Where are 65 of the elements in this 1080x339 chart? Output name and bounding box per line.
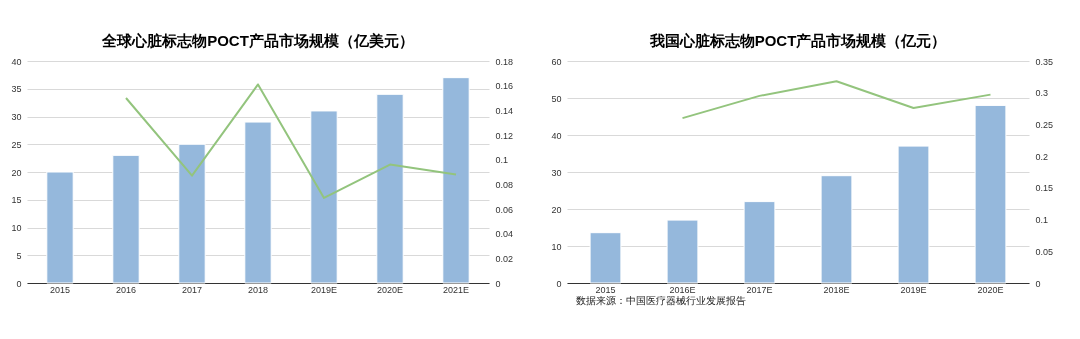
bar	[178, 143, 206, 284]
x-tick-label: 2017	[181, 284, 203, 295]
y2-tick-label: 0.04	[495, 229, 514, 240]
source-note: 数据来源：中国医疗器械行业发展报告	[575, 294, 747, 308]
bar	[743, 201, 776, 284]
y-tick-label: 15	[11, 195, 22, 206]
y2-tick-label: 0.35	[1035, 56, 1054, 67]
bar	[974, 104, 1007, 284]
y2-tick-label: 0.14	[495, 105, 514, 116]
y-tick-label: 5	[16, 250, 22, 261]
y2-tick-label: 0.18	[495, 56, 514, 67]
y2-tick-label: 0.25	[1035, 119, 1054, 130]
bar	[310, 110, 338, 284]
bar	[442, 77, 470, 284]
y-tick-label: 30	[11, 112, 22, 122]
y2-tick-label: 0.15	[1035, 183, 1054, 194]
y-tick-label: 20	[551, 204, 562, 215]
y-tick-label: 0	[16, 278, 22, 289]
bar	[820, 175, 853, 284]
chart-title: 我国心脏标志物POCT产品市场规模（亿元）	[648, 32, 947, 49]
y-tick-label: 50	[551, 93, 562, 104]
bar	[666, 219, 699, 284]
y2-tick-label: 0.02	[495, 253, 514, 264]
y2-tick-label: 0.1	[1035, 215, 1049, 226]
line-series	[681, 80, 992, 120]
y-tick-label: 10	[11, 223, 22, 233]
y-tick-label: 60	[551, 56, 562, 67]
y-tick-label: 10	[551, 241, 562, 252]
bar	[376, 93, 404, 284]
bar	[897, 145, 930, 284]
x-tick-label: 2018	[247, 284, 269, 295]
line-series	[125, 83, 457, 199]
y-tick-label: 20	[11, 167, 22, 178]
x-tick-label: 2015	[595, 284, 616, 295]
y-tick-label: 40	[551, 130, 562, 141]
x-tick-label: 2020E	[977, 284, 1004, 295]
y2-tick-label: 0	[495, 278, 501, 289]
y2-tick-label: 0.1	[495, 155, 509, 166]
x-tick-label: 2015	[49, 284, 71, 295]
chart-title: 全球心脏标志物POCT产品市场规模（亿美元）	[101, 32, 414, 49]
x-tick-label: 2021E	[442, 284, 470, 295]
y2-tick-label: 0.12	[495, 130, 514, 141]
x-tick-label: 2016E	[669, 284, 696, 295]
bar	[46, 171, 74, 284]
bar	[589, 232, 622, 284]
bar	[112, 154, 140, 284]
x-tick-label: 2020E	[376, 284, 404, 295]
y2-tick-label: 0.08	[495, 179, 514, 190]
y2-tick-label: 0	[1035, 278, 1041, 289]
y2-tick-label: 0.05	[1035, 246, 1054, 257]
x-tick-label: 2019E	[310, 284, 338, 295]
y-tick-label: 35	[11, 84, 22, 95]
x-tick-label: 2018E	[823, 284, 850, 295]
bar	[244, 121, 272, 284]
y2-tick-label: 0.2	[1035, 151, 1049, 162]
y-tick-label: 40	[11, 56, 22, 67]
y2-tick-label: 0.3	[1035, 88, 1049, 99]
y2-tick-label: 0.16	[495, 81, 514, 92]
x-tick-label: 2016	[115, 284, 137, 295]
y2-tick-label: 0.06	[495, 204, 514, 215]
y-tick-label: 0	[556, 278, 562, 289]
y-tick-label: 30	[551, 167, 562, 178]
y-tick-label: 25	[11, 139, 22, 150]
x-tick-label: 2019E	[900, 284, 927, 295]
x-tick-label: 2017E	[746, 284, 773, 295]
